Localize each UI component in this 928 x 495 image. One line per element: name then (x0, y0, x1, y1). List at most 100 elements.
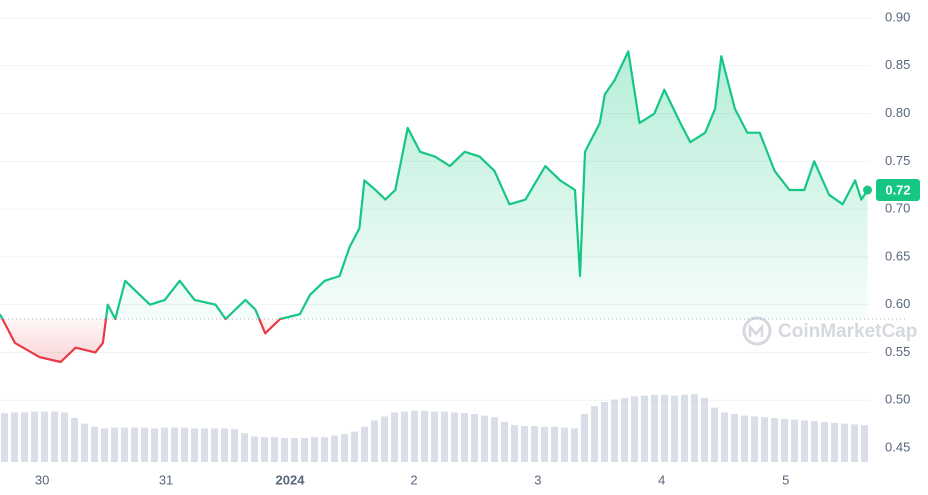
volume-bar (41, 411, 48, 462)
volume-bar (231, 429, 238, 462)
volume-bar (201, 428, 208, 462)
volume-bar (741, 415, 748, 462)
volume-bar (701, 398, 708, 462)
volume-bar (491, 417, 498, 462)
volume-bar (61, 412, 68, 462)
volume-bar (631, 396, 638, 462)
x-tick-label: 31 (159, 472, 173, 487)
volume-bar (771, 418, 778, 462)
y-tick-label: 0.80 (885, 105, 910, 120)
volume-bar (851, 424, 858, 462)
volume-bar (671, 395, 678, 462)
volume-bar (261, 437, 268, 462)
y-tick-label: 0.90 (885, 9, 910, 24)
volume-bar (21, 412, 28, 462)
volume-bar (271, 437, 278, 462)
volume-bar (761, 417, 768, 462)
x-tick-label: 30 (35, 472, 49, 487)
volume-bar (481, 415, 488, 462)
volume-bar (31, 411, 38, 462)
volume-bar (861, 425, 868, 462)
volume-bar (691, 394, 698, 462)
volume-bar (291, 438, 298, 462)
y-tick-label: 0.50 (885, 392, 910, 407)
volume-bar (141, 427, 148, 462)
x-tick-label: 2024 (276, 472, 306, 487)
volume-bar (541, 426, 548, 462)
volume-bar (531, 426, 538, 462)
volume-bar (71, 418, 78, 462)
volume-bar (791, 419, 798, 462)
volume-bar (451, 412, 458, 462)
x-tick-label: 3 (534, 472, 541, 487)
y-tick-label: 0.85 (885, 57, 910, 72)
volume-bar (221, 428, 228, 462)
volume-bar (591, 406, 598, 462)
volume-bar (211, 428, 218, 462)
volume-bar (371, 420, 378, 462)
volume-bar (781, 418, 788, 462)
volume-bar (191, 428, 198, 462)
x-tick-label: 4 (658, 472, 665, 487)
volume-bar (381, 416, 388, 462)
volume-bar (831, 422, 838, 462)
price-area (0, 51, 868, 363)
volume-bar (551, 426, 558, 462)
volume-bar (581, 414, 588, 462)
volume-bar (391, 412, 398, 462)
volume-bar (11, 412, 18, 462)
volume-bar (521, 426, 528, 462)
volume-bar (81, 423, 88, 462)
volume-bar (181, 427, 188, 462)
volume-bar (361, 426, 368, 462)
volume-bar (321, 437, 328, 462)
volume-bar (241, 433, 248, 462)
y-tick-label: 0.55 (885, 344, 910, 359)
volume-bar (841, 423, 848, 462)
volume-bar (401, 411, 408, 462)
volume-bar (311, 437, 318, 462)
volume-bar (731, 414, 738, 462)
volume-bar (441, 411, 448, 462)
volume-bar (621, 398, 628, 462)
volume-bar (421, 410, 428, 462)
volume-bar (351, 431, 358, 462)
price-badge-label: 0.72 (885, 182, 910, 197)
volume-bar (721, 412, 728, 462)
volume-bar (431, 411, 438, 462)
volume-bar (611, 399, 618, 462)
volume-bar (811, 421, 818, 462)
volume-bar (821, 422, 828, 462)
watermark-text: CoinMarketCap (778, 321, 917, 342)
volume-bar (461, 413, 468, 462)
last-point (863, 185, 873, 195)
volume-bar (1, 413, 8, 462)
volume-bar (121, 427, 128, 462)
volume-bar (251, 436, 258, 462)
volume-bar (471, 414, 478, 462)
y-tick-label: 0.75 (885, 153, 910, 168)
volume-bar (151, 428, 158, 462)
volume-bar (501, 422, 508, 462)
volume-bar (661, 394, 668, 462)
volume-bar (601, 402, 608, 462)
volume-bar (561, 427, 568, 462)
volume-bar (301, 438, 308, 462)
volume-bar (161, 427, 168, 462)
watermark: CoinMarketCap (742, 316, 917, 346)
volume-bar (171, 427, 178, 462)
x-tick-label: 5 (782, 472, 789, 487)
volume-bar (331, 435, 338, 462)
price-line (0, 50, 869, 364)
volume-bar (751, 416, 758, 462)
volume-bar (101, 428, 108, 462)
volume-bar (131, 427, 138, 462)
watermark-logo (748, 323, 764, 337)
volume-bar (51, 411, 58, 462)
volume-bar (711, 407, 718, 462)
volume-bar (651, 394, 658, 462)
y-tick-label: 0.70 (885, 201, 910, 216)
y-tick-label: 0.65 (885, 248, 910, 263)
y-tick-label: 0.45 (885, 439, 910, 454)
